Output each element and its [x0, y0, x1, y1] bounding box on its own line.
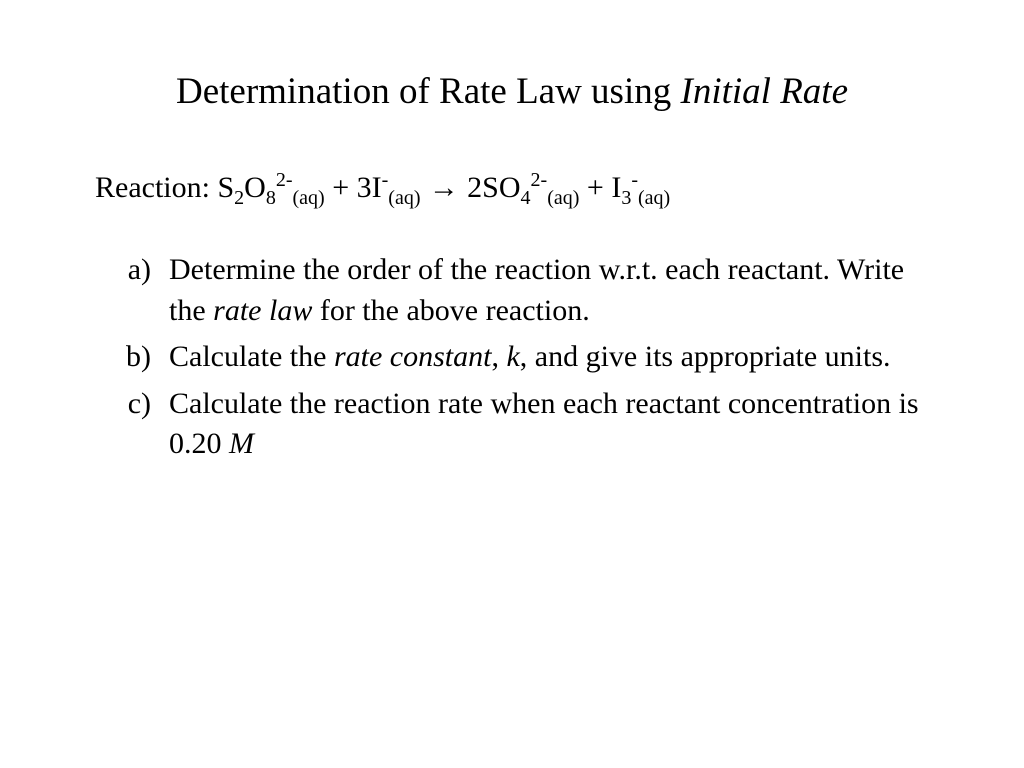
- list-item: a) Determine the order of the reaction w…: [95, 250, 929, 331]
- item-label-c: c): [95, 384, 169, 465]
- arrow-icon: →: [421, 171, 468, 204]
- item-body-c: Calculate the reaction rate when each re…: [169, 384, 929, 465]
- list-item: c) Calculate the reaction rate when each…: [95, 384, 929, 465]
- slide-title: Determination of Rate Law using Initial …: [95, 70, 929, 113]
- list-item: b) Calculate the rate constant, k, and g…: [95, 337, 929, 378]
- title-prefix: Determination of Rate Law using: [176, 71, 681, 112]
- question-list: a) Determine the order of the reaction w…: [95, 250, 929, 465]
- item-label-b: b): [95, 337, 169, 378]
- item-body-b: Calculate the rate constant, k, and give…: [169, 337, 929, 378]
- title-italic: Initial Rate: [681, 71, 849, 112]
- reaction-label: Reaction:: [95, 171, 217, 204]
- item-body-a: Determine the order of the reaction w.r.…: [169, 250, 929, 331]
- item-label-a: a): [95, 250, 169, 331]
- reaction-equation: Reaction: S2O82-(aq) + 3I-(aq) → 2SO42-(…: [95, 169, 929, 210]
